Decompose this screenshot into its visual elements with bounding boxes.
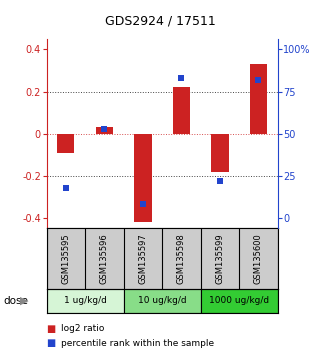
Bar xyxy=(134,133,152,222)
Bar xyxy=(124,289,201,313)
Bar xyxy=(57,133,74,153)
Point xyxy=(102,126,107,131)
Text: percentile rank within the sample: percentile rank within the sample xyxy=(61,339,214,348)
Text: GSM135599: GSM135599 xyxy=(215,233,224,284)
Text: log2 ratio: log2 ratio xyxy=(61,324,104,333)
Bar xyxy=(96,127,113,133)
Bar xyxy=(47,289,124,313)
Point xyxy=(140,201,145,207)
Bar xyxy=(211,133,229,172)
Point xyxy=(256,77,261,82)
Text: 10 ug/kg/d: 10 ug/kg/d xyxy=(138,296,187,306)
Text: GSM135597: GSM135597 xyxy=(138,233,147,284)
Text: GSM135596: GSM135596 xyxy=(100,233,109,284)
Text: ▶: ▶ xyxy=(20,296,28,306)
Text: GSM135600: GSM135600 xyxy=(254,233,263,284)
Text: ■: ■ xyxy=(47,338,56,348)
Point xyxy=(217,178,222,184)
Bar xyxy=(250,64,267,133)
Point xyxy=(179,75,184,81)
Text: dose: dose xyxy=(3,296,28,306)
Text: GSM135595: GSM135595 xyxy=(61,233,70,284)
Point xyxy=(63,185,68,190)
Text: GDS2924 / 17511: GDS2924 / 17511 xyxy=(105,14,216,27)
Text: GSM135598: GSM135598 xyxy=(177,233,186,284)
Bar xyxy=(173,87,190,133)
Text: 1 ug/kg/d: 1 ug/kg/d xyxy=(64,296,107,306)
Bar xyxy=(201,289,278,313)
Text: ■: ■ xyxy=(47,324,56,333)
Text: 1000 ug/kg/d: 1000 ug/kg/d xyxy=(209,296,269,306)
